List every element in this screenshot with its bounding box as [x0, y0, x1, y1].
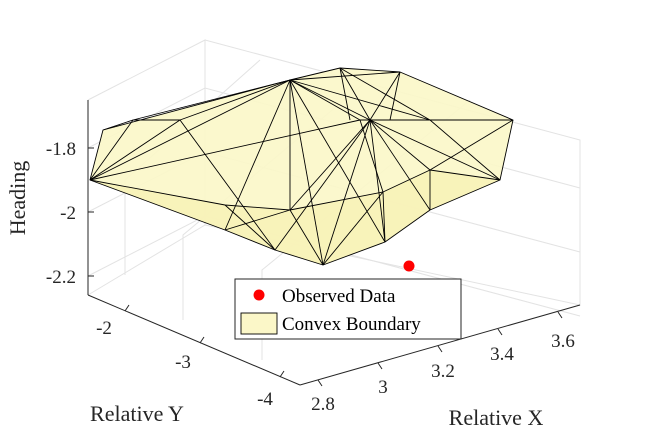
legend-marker-observed	[253, 289, 265, 301]
y-tick-label: -4	[257, 389, 273, 410]
convex-boundary-surface	[89, 67, 514, 266]
x-tick-label: 3.2	[431, 361, 455, 382]
z-tick-marks	[88, 147, 94, 277]
x-tick-label: 3.6	[551, 331, 575, 352]
legend-label-boundary: Convex Boundary	[282, 314, 421, 335]
x-tick-label: 3.4	[490, 344, 514, 365]
legend-swatch-boundary	[240, 312, 278, 335]
x-axis-line	[299, 304, 581, 386]
axes	[87, 100, 581, 387]
legend: Observed Data Convex Boundary	[234, 278, 462, 340]
z-axis-label: Heading	[5, 161, 30, 236]
z-tick-label: -2.2	[46, 267, 76, 288]
x-tick-label: 3	[378, 377, 388, 398]
y-tick-label: -3	[175, 352, 191, 373]
y-axis-line	[87, 294, 301, 386]
observed-data-point	[403, 260, 415, 272]
legend-label-observed: Observed Data	[282, 286, 396, 307]
y-tick-marks	[124, 304, 285, 378]
y-axis-label: Relative Y	[90, 401, 184, 426]
x-tick-marks	[317, 311, 563, 387]
z-tick-label: -1.8	[46, 139, 76, 160]
x-tick-label: 2.8	[311, 394, 335, 415]
tick-labels: -1.8 -2 -2.2 -2 -3 -4 2.8 3 3.2 3.4 3.6	[46, 139, 575, 415]
hull-edges	[89, 67, 514, 266]
z-tick-label: -2	[60, 203, 76, 224]
y-tick-label: -2	[96, 318, 112, 339]
x-axis-label: Relative X	[449, 405, 544, 430]
